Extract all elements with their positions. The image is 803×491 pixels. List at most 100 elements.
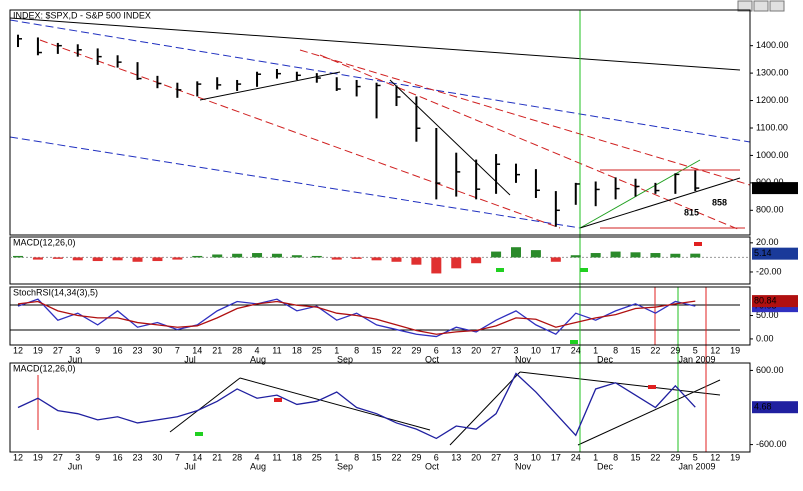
x-tick-label: 27 xyxy=(491,345,501,355)
x-tick-label: 11 xyxy=(272,452,281,462)
x-tick-label: 24 xyxy=(571,345,581,355)
y-tick-label: 1100.00 xyxy=(756,122,788,132)
x-tick-label: 29 xyxy=(411,345,421,355)
x-tick-label: 16 xyxy=(113,345,123,355)
panel xyxy=(9,362,751,453)
x-tick-label: 17 xyxy=(551,345,561,355)
month-label: Oct xyxy=(425,461,440,471)
y-tick-label: 50.00 xyxy=(756,310,779,320)
x-tick-label: 22 xyxy=(391,345,401,355)
x-tick-label: 10 xyxy=(531,345,541,355)
bar xyxy=(391,257,402,262)
month-label: Sep xyxy=(337,461,353,471)
x-tick-label: 1 xyxy=(334,345,339,355)
bar xyxy=(291,255,302,258)
panel xyxy=(9,9,751,236)
y-tick-label: 1200.00 xyxy=(756,95,789,105)
bar xyxy=(590,253,601,258)
x-tick-label: 8 xyxy=(613,452,618,462)
month-label: Jun xyxy=(68,461,83,471)
x-tick-label: 17 xyxy=(551,452,561,462)
x-tick-label: 27 xyxy=(53,345,63,355)
x-tick-label: 7 xyxy=(175,452,180,462)
y-tick-label: 0.00 xyxy=(756,333,774,343)
bar xyxy=(172,257,183,260)
x-tick-label: 14 xyxy=(192,345,202,355)
x-tick-label: 30 xyxy=(152,345,162,355)
bar xyxy=(610,251,621,258)
x-tick-label: 25 xyxy=(312,452,322,462)
bar xyxy=(132,257,143,262)
x-tick-label: 27 xyxy=(53,452,63,462)
x-tick-label: 7 xyxy=(175,345,180,355)
x-tick-label: 19 xyxy=(33,345,43,355)
annotation: 815 xyxy=(684,207,699,217)
x-tick-label: 1 xyxy=(593,452,598,462)
bar xyxy=(431,257,442,274)
bar xyxy=(511,247,521,258)
x-tick-label: 29 xyxy=(670,345,680,355)
bar xyxy=(670,253,681,258)
month-label: Dec xyxy=(597,354,614,364)
x-tick-label: 3 xyxy=(513,452,518,462)
x-tick-label: 18 xyxy=(292,452,302,462)
y-tick-label: 20.00 xyxy=(756,237,779,247)
x-tick-label: 27 xyxy=(491,452,501,462)
value-box xyxy=(752,247,798,260)
x-tick-label: 22 xyxy=(650,345,660,355)
x-tick-label: 28 xyxy=(232,452,242,462)
y-tick-label: 600.00 xyxy=(756,365,784,375)
x-tick-label: 12 xyxy=(710,452,720,462)
month-label: Aug xyxy=(250,461,266,471)
annotation: 858 xyxy=(712,197,727,207)
y-tick-label: 1300.00 xyxy=(756,67,789,77)
x-tick-label: 1 xyxy=(593,345,598,355)
bar xyxy=(13,255,23,258)
x-tick-label: 25 xyxy=(312,345,322,355)
x-tick-label: 8 xyxy=(354,452,359,462)
month-label: Jul xyxy=(184,461,196,471)
series-line xyxy=(17,300,696,335)
x-tick-label: 18 xyxy=(292,345,302,355)
bar xyxy=(52,257,63,259)
bar xyxy=(471,257,482,264)
bar xyxy=(351,257,362,259)
x-tick-label: 23 xyxy=(133,345,143,355)
close-button[interactable] xyxy=(769,0,785,12)
y-tick-label: 1000.00 xyxy=(756,150,789,160)
panel-title: MACD(12,26,0) xyxy=(13,237,76,247)
panel-title: MACD(12,26,0) xyxy=(13,363,76,373)
bar xyxy=(530,250,541,258)
panel xyxy=(9,236,751,285)
value-label: 80.84 xyxy=(754,295,777,305)
month-label: Oct xyxy=(425,354,440,364)
x-tick-label: 15 xyxy=(372,345,382,355)
bar xyxy=(112,257,123,261)
x-tick-label: 15 xyxy=(631,345,641,355)
x-tick-label: 21 xyxy=(212,345,222,355)
value-box xyxy=(752,295,798,308)
maximize-button[interactable] xyxy=(753,0,769,12)
x-tick-label: 20 xyxy=(471,452,481,462)
bar xyxy=(451,257,462,269)
bar xyxy=(630,252,641,258)
month-label: Jan 2009 xyxy=(678,354,715,364)
x-tick-label: 8 xyxy=(613,345,618,355)
month-label: Aug xyxy=(250,354,266,364)
x-tick-label: 22 xyxy=(391,452,401,462)
value-label: 5.14 xyxy=(754,248,772,258)
value-label: 4.68 xyxy=(754,402,772,412)
x-tick-label: 21 xyxy=(212,452,222,462)
x-tick-label: 3 xyxy=(75,345,80,355)
series-line xyxy=(17,298,696,338)
signal-markers xyxy=(37,10,707,452)
minimize-button[interactable] xyxy=(737,0,753,12)
x-tick-label: 8 xyxy=(354,345,359,355)
x-tick-label: 28 xyxy=(232,345,242,355)
x-tick-label: 13 xyxy=(451,452,461,462)
bar xyxy=(311,255,322,258)
y-tick-label: 1400.00 xyxy=(756,40,789,50)
x-tick-label: 29 xyxy=(670,452,680,462)
panel-title: StochRSI(14,34(3),5) xyxy=(13,287,98,297)
